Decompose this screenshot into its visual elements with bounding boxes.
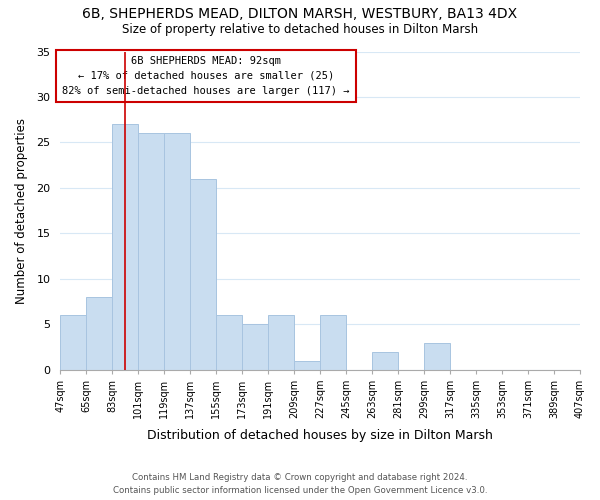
- Bar: [372, 352, 398, 370]
- Text: Size of property relative to detached houses in Dilton Marsh: Size of property relative to detached ho…: [122, 22, 478, 36]
- Bar: [424, 342, 450, 370]
- Text: Contains HM Land Registry data © Crown copyright and database right 2024.
Contai: Contains HM Land Registry data © Crown c…: [113, 474, 487, 495]
- Bar: [60, 316, 86, 370]
- Bar: [320, 316, 346, 370]
- Bar: [86, 297, 112, 370]
- Bar: [190, 179, 216, 370]
- Bar: [216, 316, 242, 370]
- Y-axis label: Number of detached properties: Number of detached properties: [15, 118, 28, 304]
- Bar: [294, 361, 320, 370]
- Bar: [138, 134, 164, 370]
- Bar: [164, 134, 190, 370]
- Text: 6B, SHEPHERDS MEAD, DILTON MARSH, WESTBURY, BA13 4DX: 6B, SHEPHERDS MEAD, DILTON MARSH, WESTBU…: [82, 8, 518, 22]
- X-axis label: Distribution of detached houses by size in Dilton Marsh: Distribution of detached houses by size …: [147, 430, 493, 442]
- Bar: [242, 324, 268, 370]
- Text: 6B SHEPHERDS MEAD: 92sqm
← 17% of detached houses are smaller (25)
82% of semi-d: 6B SHEPHERDS MEAD: 92sqm ← 17% of detach…: [62, 56, 350, 96]
- Bar: [112, 124, 138, 370]
- Bar: [268, 316, 294, 370]
